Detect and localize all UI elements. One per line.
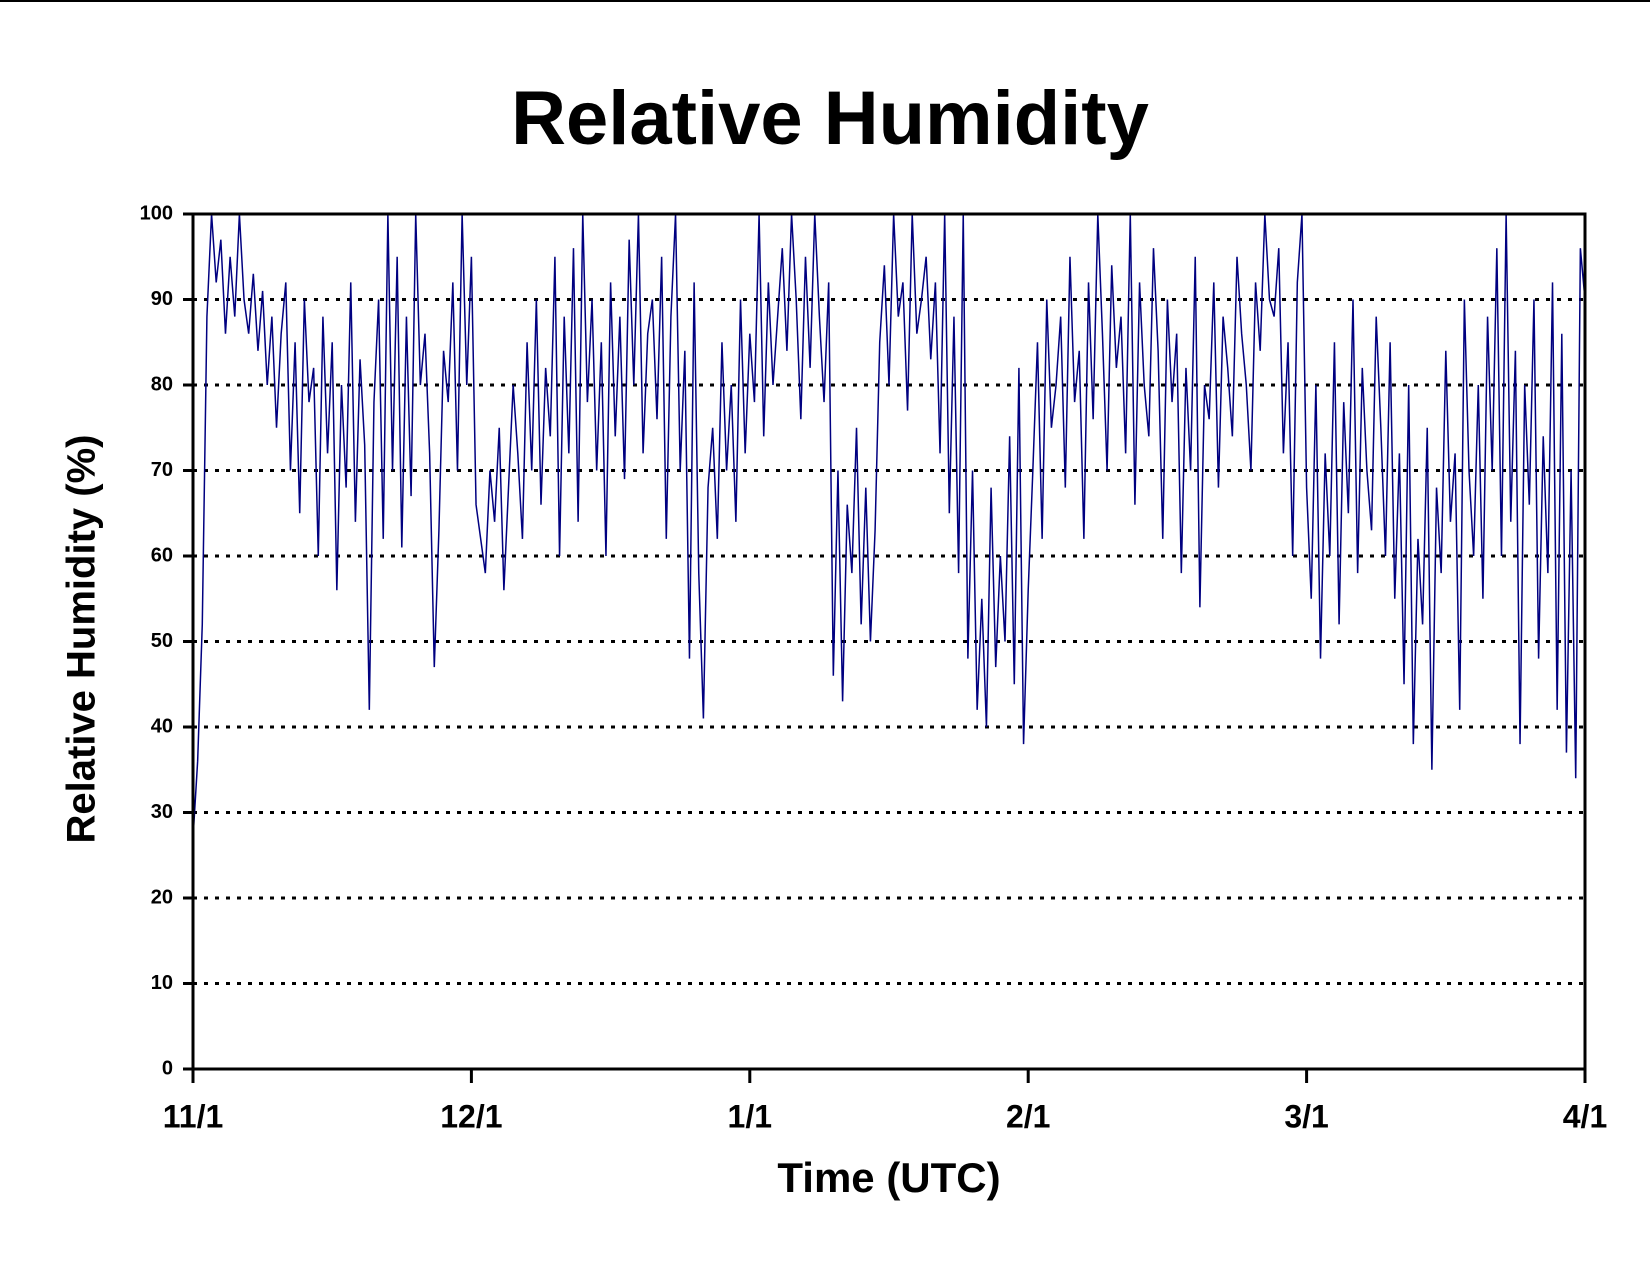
chart-title: Relative Humidity xyxy=(511,76,1149,161)
y-tick-label: 60 xyxy=(151,544,173,566)
y-tick-label: 20 xyxy=(151,886,173,908)
x-tick-label: 3/1 xyxy=(1284,1098,1328,1134)
x-tick-label: 2/1 xyxy=(1006,1098,1050,1134)
plot-frame xyxy=(191,212,1587,1071)
x-axis-label: Time (UTC) xyxy=(777,1154,1000,1201)
x-tick-label: 11/1 xyxy=(163,1098,224,1134)
data-line xyxy=(192,213,1586,839)
y-axis-label: Relative Humidity (%) xyxy=(60,435,104,844)
y-tick-label: 70 xyxy=(151,459,173,481)
y-tick-label: 50 xyxy=(151,630,173,652)
y-tick-label: 90 xyxy=(151,288,173,310)
y-tick-label: 100 xyxy=(140,202,173,224)
y-tick-label: 80 xyxy=(151,373,173,395)
y-tick-label: 30 xyxy=(151,801,173,823)
x-tick-label: 12/1 xyxy=(440,1098,502,1134)
y-tick-label: 10 xyxy=(151,972,173,994)
y-tick-label: 0 xyxy=(162,1057,173,1079)
x-tick-label: 4/1 xyxy=(1563,1098,1607,1134)
y-tick-label: 40 xyxy=(151,715,173,737)
x-tick-label: 1/1 xyxy=(728,1098,772,1134)
